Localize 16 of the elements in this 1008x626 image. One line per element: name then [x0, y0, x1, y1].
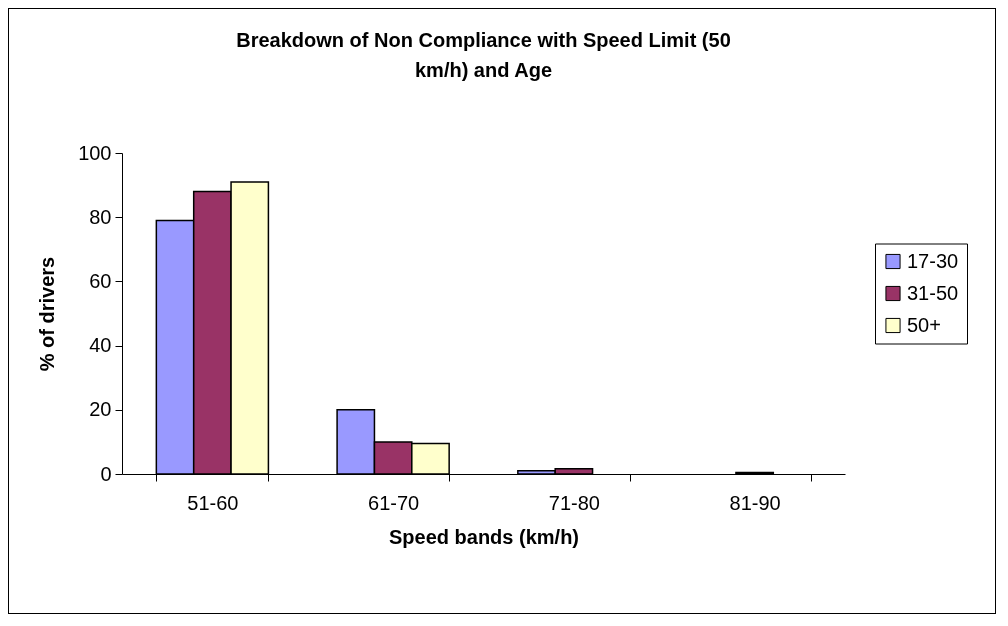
x-tick-label: 61-70 — [368, 491, 420, 514]
x-tick-label: 71-80 — [548, 491, 600, 514]
y-axis-title: % of drivers — [36, 256, 59, 372]
y-tick-label: 80 — [89, 205, 112, 228]
x-axis-title: Speed bands (km/h) — [388, 525, 580, 548]
y-tick-label: 40 — [89, 334, 112, 357]
y-tick-label: 20 — [89, 398, 112, 421]
legend-label: 50+ — [907, 313, 941, 336]
y-tick-label: 60 — [89, 269, 112, 292]
legend-label: 31-50 — [907, 281, 959, 304]
x-tick-label: 51-60 — [187, 491, 239, 514]
x-tick-label: 81-90 — [729, 491, 781, 514]
chart-title: Breakdown of Non Compliance with Speed Limit (50 km/h) and Age — [236, 29, 731, 81]
legend-label: 17-30 — [907, 249, 959, 272]
y-tick-label: 0 — [100, 462, 112, 485]
y-tick-label: 100 — [78, 141, 112, 164]
